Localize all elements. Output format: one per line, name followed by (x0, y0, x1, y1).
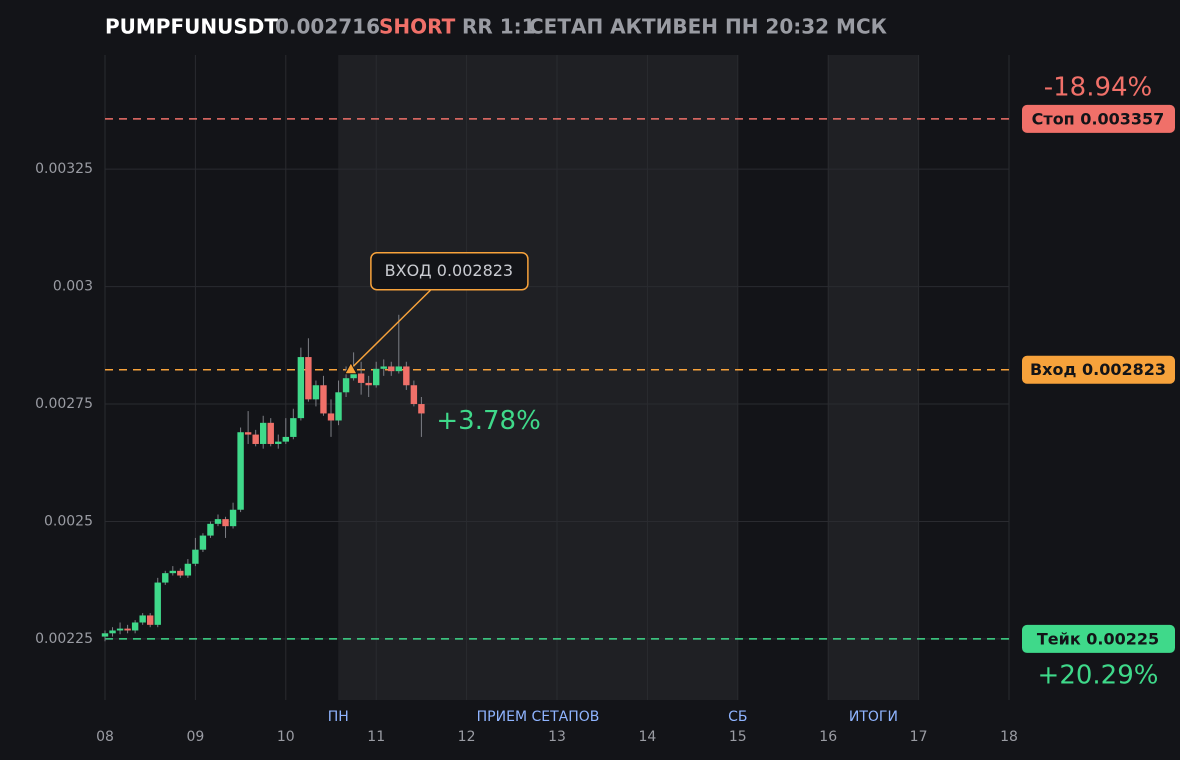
callout-box (370, 251, 529, 291)
level-badge (1022, 355, 1175, 384)
candle-body (154, 582, 161, 625)
rr: RR 1:1 (462, 15, 536, 39)
level-badge (1022, 624, 1175, 653)
candle-body (380, 366, 387, 369)
candle-body (410, 385, 418, 405)
y-tick-label: 0.00225 (35, 631, 93, 647)
candle-body (131, 622, 139, 631)
y-tick-label: 0.003 (53, 279, 93, 295)
candle-body (101, 633, 109, 637)
candle-body (418, 404, 425, 414)
day-marker: СБ (728, 709, 747, 725)
x-tick-label: 16 (819, 729, 837, 745)
candle-body (342, 378, 350, 393)
candle-body (297, 357, 305, 419)
candle-body (388, 366, 395, 372)
x-tick-label: 11 (367, 729, 385, 745)
candle-body (373, 368, 380, 386)
candle-body (229, 509, 237, 527)
candle-body (312, 385, 320, 400)
candle-body (169, 570, 176, 574)
level-pct: -18.94% (1044, 72, 1153, 102)
candle-body (357, 373, 365, 383)
candle-body (162, 573, 169, 583)
candle-body (335, 392, 342, 421)
candle-body (116, 628, 124, 631)
pnl-label: +3.78% (436, 406, 540, 436)
x-tick-label: 17 (910, 729, 928, 745)
candle-body (214, 519, 222, 524)
candle-body (207, 523, 214, 536)
candle-body (365, 382, 372, 386)
x-tick-label: 12 (458, 729, 476, 745)
candle-body (403, 366, 410, 386)
candle-body (305, 357, 312, 400)
candle-body (199, 535, 207, 550)
symbol: PUMPFUNUSDT (105, 15, 278, 39)
callout-connector (352, 289, 432, 368)
level-label: Вход 0.002823 (1030, 360, 1166, 379)
y-tick-label: 0.00275 (35, 396, 93, 412)
x-tick-label: 10 (277, 729, 295, 745)
candle-body (327, 413, 335, 421)
x-tick-label: 18 (1000, 729, 1018, 745)
status: СЕТАП АКТИВЕН ПН 20:32 МСК (529, 15, 888, 39)
day-marker: ПН (328, 709, 349, 725)
entry-marker (344, 361, 358, 375)
y-tick-label: 0.00325 (35, 161, 93, 177)
callout-label: ВХОД 0.002823 (385, 261, 513, 280)
session-label: ИТОГИ (849, 709, 898, 725)
candle-body (124, 628, 131, 631)
candle-body (244, 432, 252, 435)
level-label: Тейк 0.00225 (1037, 629, 1159, 648)
candle-body (177, 570, 184, 576)
x-tick-label: 13 (548, 729, 566, 745)
price: 0.002716 (275, 15, 380, 39)
x-tick-label: 09 (186, 729, 204, 745)
level-pct: +20.29% (1038, 660, 1159, 690)
candle-body (147, 615, 154, 625)
x-tick-label: 14 (638, 729, 656, 745)
level-label: Стоп 0.003357 (1032, 109, 1165, 128)
x-tick-label: 15 (729, 729, 747, 745)
candle-body (260, 422, 267, 444)
candle-body (139, 615, 146, 623)
candle-body (350, 373, 357, 379)
candle-body (267, 422, 274, 444)
candle-body (109, 630, 116, 634)
candle-body (282, 436, 289, 442)
candle-body (320, 385, 327, 414)
x-tick-label: 08 (96, 729, 114, 745)
session-label: ПРИЕМ СЕТАПОВ (477, 709, 600, 725)
candle-body (192, 549, 199, 564)
session-band (828, 55, 919, 700)
candle-body (290, 418, 297, 437)
level-badge (1022, 104, 1175, 133)
candle-body (237, 432, 244, 510)
candle-body (222, 519, 229, 527)
candle-body (395, 366, 402, 372)
y-tick-label: 0.0025 (44, 513, 93, 529)
session-band (338, 55, 738, 700)
candle-body (252, 434, 259, 444)
candle-body (184, 563, 192, 576)
candle-body (275, 441, 282, 444)
side: SHORT (379, 15, 456, 39)
